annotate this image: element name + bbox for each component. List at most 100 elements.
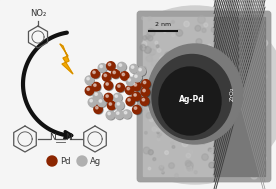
Circle shape (144, 46, 151, 53)
Circle shape (187, 166, 193, 171)
Circle shape (251, 172, 258, 179)
Circle shape (98, 99, 107, 107)
Circle shape (117, 84, 125, 92)
Circle shape (259, 155, 266, 162)
Circle shape (185, 97, 192, 104)
Circle shape (159, 165, 166, 172)
Circle shape (145, 132, 147, 134)
Circle shape (172, 67, 177, 71)
Circle shape (236, 129, 240, 134)
Circle shape (162, 171, 164, 174)
Circle shape (109, 103, 112, 105)
Circle shape (93, 71, 95, 74)
Circle shape (226, 46, 230, 50)
Circle shape (114, 94, 123, 103)
Circle shape (164, 52, 172, 60)
Circle shape (233, 166, 235, 168)
Circle shape (166, 125, 173, 133)
Circle shape (184, 21, 189, 27)
Circle shape (220, 116, 222, 118)
Circle shape (112, 70, 120, 79)
Circle shape (201, 98, 205, 102)
Circle shape (251, 141, 257, 148)
Circle shape (243, 147, 248, 153)
Circle shape (172, 146, 175, 148)
Circle shape (157, 135, 160, 138)
Circle shape (107, 62, 115, 70)
Circle shape (237, 138, 242, 143)
Circle shape (179, 136, 182, 138)
Circle shape (148, 150, 153, 155)
Circle shape (47, 156, 57, 166)
Circle shape (142, 83, 145, 87)
Circle shape (180, 66, 185, 71)
Circle shape (157, 132, 159, 134)
Circle shape (180, 49, 185, 53)
Circle shape (116, 111, 124, 120)
Circle shape (118, 62, 126, 71)
Circle shape (226, 162, 233, 170)
Circle shape (130, 64, 138, 73)
Circle shape (171, 142, 173, 144)
Circle shape (148, 167, 151, 170)
Circle shape (258, 66, 261, 69)
Ellipse shape (152, 54, 232, 139)
Circle shape (209, 32, 214, 36)
Circle shape (176, 95, 183, 102)
Circle shape (89, 99, 97, 107)
Circle shape (186, 153, 190, 158)
Circle shape (140, 69, 147, 76)
Circle shape (120, 72, 129, 80)
Circle shape (198, 16, 205, 23)
Circle shape (143, 81, 146, 84)
Circle shape (228, 79, 232, 83)
Circle shape (258, 83, 263, 88)
Circle shape (186, 162, 193, 169)
Circle shape (135, 75, 137, 77)
Circle shape (183, 61, 187, 65)
Circle shape (208, 148, 212, 152)
Circle shape (259, 134, 262, 137)
Circle shape (148, 105, 155, 112)
Circle shape (127, 78, 136, 86)
Circle shape (228, 19, 233, 24)
Circle shape (149, 44, 153, 48)
Circle shape (258, 88, 264, 94)
Circle shape (258, 32, 262, 36)
Circle shape (235, 124, 239, 128)
Circle shape (221, 140, 226, 145)
Circle shape (146, 80, 149, 83)
Circle shape (239, 97, 244, 101)
Circle shape (131, 65, 139, 74)
Circle shape (219, 21, 224, 26)
Bar (0, 0, 140, 189)
Circle shape (242, 154, 246, 158)
Circle shape (241, 150, 248, 158)
Circle shape (209, 162, 215, 168)
Circle shape (206, 110, 211, 115)
Circle shape (116, 112, 119, 114)
Circle shape (234, 17, 239, 21)
Circle shape (93, 83, 101, 92)
Circle shape (254, 123, 260, 128)
Circle shape (238, 161, 243, 167)
Circle shape (167, 117, 174, 124)
Circle shape (195, 74, 202, 81)
Circle shape (221, 61, 227, 67)
Circle shape (232, 92, 239, 99)
Circle shape (94, 84, 96, 86)
Circle shape (254, 116, 259, 122)
Circle shape (108, 63, 111, 66)
Circle shape (205, 54, 207, 56)
Circle shape (165, 151, 168, 155)
Circle shape (239, 60, 243, 64)
Circle shape (126, 97, 134, 105)
Circle shape (213, 57, 219, 64)
Circle shape (237, 59, 243, 65)
Circle shape (207, 137, 213, 143)
Circle shape (250, 80, 252, 82)
Circle shape (143, 89, 145, 92)
Circle shape (250, 72, 253, 75)
Circle shape (230, 163, 237, 170)
Circle shape (211, 147, 219, 156)
